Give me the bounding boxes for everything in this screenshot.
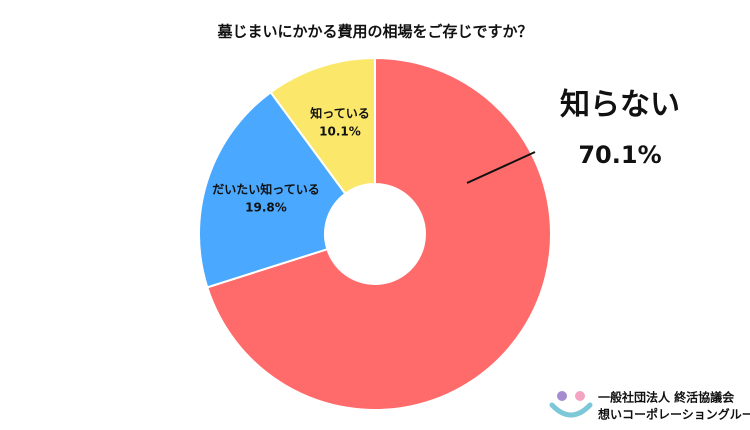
- donut-slice: [198, 90, 347, 289]
- value-label: 19.8%: [245, 201, 287, 215]
- category-label: 知らない: [560, 88, 680, 123]
- logo: 一般社団法人 終活協議会 想いコーポレーショングループ: [549, 390, 750, 422]
- logo-dot: [575, 391, 585, 401]
- leader-line: [466, 151, 536, 184]
- chart-title: 墓じまいにかかる費用の相場をご存じですか？: [216, 23, 532, 41]
- category-label: 知っている: [309, 106, 369, 121]
- value-label: 10.1%: [319, 125, 361, 139]
- logo-line1: 一般社団法人 終活協議会: [598, 390, 735, 405]
- logo-line2: 想いコーポレーショングループ: [597, 407, 750, 422]
- category-label: だいたい知っている: [212, 182, 319, 197]
- logo-smile: [549, 402, 593, 418]
- donut-slice: [269, 56, 376, 196]
- value-label: 70.1%: [578, 141, 661, 169]
- logo-dot: [557, 391, 567, 401]
- donut-slice: [206, 56, 552, 411]
